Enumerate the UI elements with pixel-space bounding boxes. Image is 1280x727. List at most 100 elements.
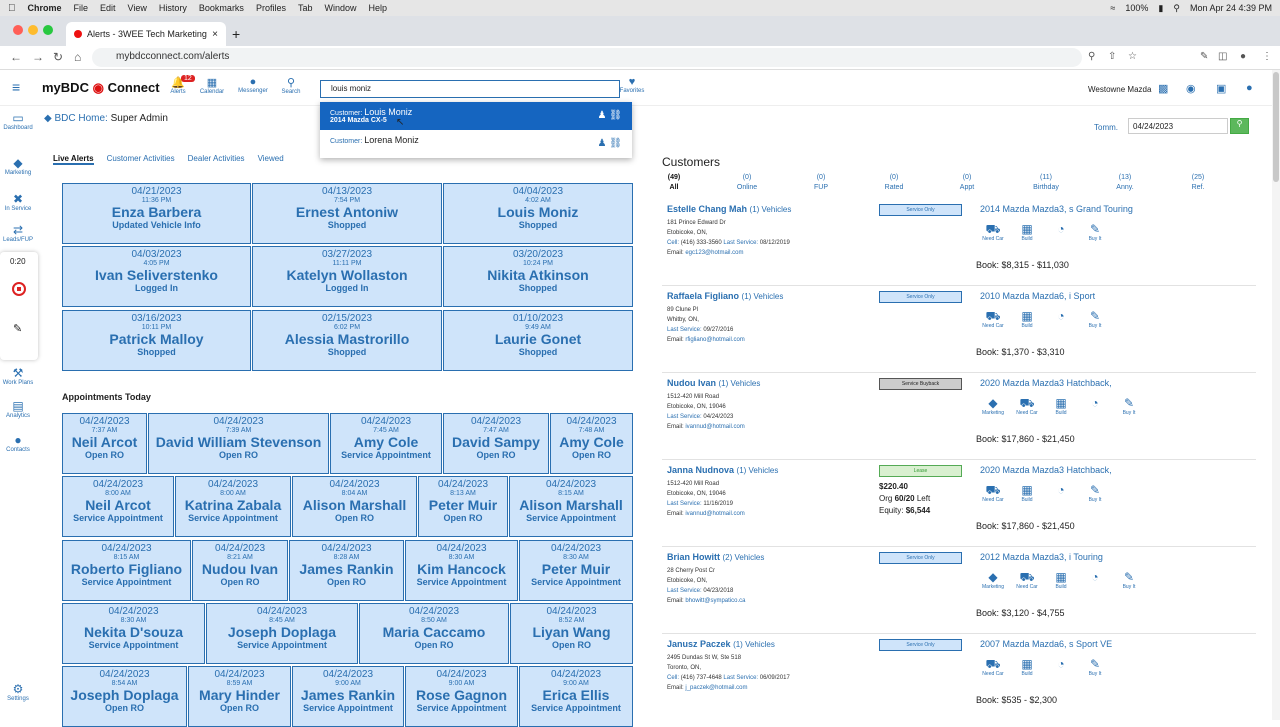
buy-it-button[interactable]: ✎ Buy It: [1082, 222, 1108, 242]
battery-icon[interactable]: ▮: [1158, 2, 1164, 13]
appointment-card[interactable]: 04/24/2023 8:04 AM Alison Marshall Open RO: [292, 476, 417, 537]
need-car-button[interactable]: ⛟ Need Car: [1014, 570, 1040, 590]
new-tab-button[interactable]: +: [232, 26, 241, 42]
date-input[interactable]: 04/24/2023: [1128, 118, 1228, 134]
vehicle-link[interactable]: 2010 Mazda Mazda6, i Sport: [980, 291, 1096, 301]
buy-it-button[interactable]: ✎ Buy It: [1116, 396, 1142, 416]
alert-card[interactable]: 03/27/2023 11:11 PM Katelyn Wollaston Logge…: [252, 246, 442, 307]
dealer-name[interactable]: Westowne Mazda: [1088, 85, 1152, 94]
pen-icon[interactable]: ✎: [13, 323, 23, 335]
menu-window[interactable]: Window: [316, 3, 356, 13]
appointment-card[interactable]: 04/24/2023 8:00 AM Katrina Zabala Service A…: [175, 476, 291, 537]
appointment-card[interactable]: 04/24/2023 8:59 AM Mary Hinder Open RO: [188, 666, 291, 727]
customer-name-link[interactable]: Nudou Ivan (1) Vehicles: [667, 378, 760, 388]
appraisal-button[interactable]: ◔: [1082, 570, 1108, 590]
calendar-button[interactable]: ▦ Calendar: [192, 76, 232, 95]
customer-name-link[interactable]: Estelle Chang Mah (1) Vehicles: [667, 204, 791, 214]
sidepanel-icon[interactable]: ◫: [1218, 51, 1228, 62]
browser-tab[interactable]: Alerts - 3WEE Tech Marketing ×: [66, 22, 226, 46]
users-icon[interactable]: ◉: [1186, 83, 1196, 95]
menu-help[interactable]: Help: [360, 3, 387, 13]
minimize-window-button[interactable]: [28, 25, 38, 35]
sidebar-item-leads[interactable]: ⇄ Leads/FUP: [0, 223, 36, 243]
alert-card[interactable]: 01/10/2023 9:49 AM Laurie Gonet Shopped: [443, 310, 633, 371]
alert-card[interactable]: 03/16/2023 10:11 PM Patrick Malloy Shopped: [62, 310, 251, 371]
messenger-button[interactable]: ● Messenger: [233, 76, 273, 94]
customer-tab-appt[interactable]: (0) Appt: [937, 173, 997, 193]
vehicle-link[interactable]: 2012 Mazda Mazda3, i Touring: [980, 552, 1103, 562]
appointment-card[interactable]: 04/24/2023 7:39 AM David William Stevenson…: [148, 413, 329, 474]
user-avatar[interactable]: ●: [1246, 82, 1253, 94]
tab-customer-activities[interactable]: Customer Activities: [106, 154, 175, 163]
vehicle-link[interactable]: 2007 Mazda Mazda6, s Sport VE: [980, 639, 1113, 649]
menu-view[interactable]: View: [120, 3, 147, 13]
alert-card[interactable]: 04/03/2023 4:05 PM Ivan Seliverstenko Logge…: [62, 246, 251, 307]
menu-profiles[interactable]: Profiles: [248, 3, 286, 13]
sidebar-item-analytics[interactable]: ▤ Analytics: [0, 399, 36, 419]
appraisal-button[interactable]: ◔: [1048, 222, 1074, 242]
appointment-card[interactable]: 04/24/2023 8:15 AM Roberto Figliano Service…: [62, 540, 191, 601]
close-window-button[interactable]: [13, 25, 23, 35]
marketing-button[interactable]: ◆ Marketing: [980, 570, 1006, 590]
appointment-card[interactable]: 04/24/2023 8:21 AM Nudou Ivan Open RO: [192, 540, 288, 601]
date-search-button[interactable]: ⚲: [1230, 118, 1249, 134]
buy-it-button[interactable]: ✎ Buy It: [1116, 570, 1142, 590]
search-nav-button[interactable]: ⚲ Search: [271, 76, 311, 95]
appraisal-button[interactable]: ◔: [1048, 483, 1074, 503]
vehicle-link[interactable]: 2014 Mazda Mazda3, s Grand Touring: [980, 204, 1133, 214]
reload-icon[interactable]: ↻: [53, 50, 64, 64]
app-logo[interactable]: myBDC ◉ Connect: [42, 80, 160, 96]
customer-name-link[interactable]: Janna Nudnova (1) Vehicles: [667, 465, 778, 475]
menu-history[interactable]: History: [151, 3, 187, 13]
build-button[interactable]: ▦ Build: [1014, 657, 1040, 677]
alert-card[interactable]: 04/13/2023 7:54 PM Ernest Antoniw Shopped: [252, 183, 442, 244]
search-result-item[interactable]: Customer: Lorena Moniz ♟ ⛓: [320, 130, 632, 158]
buy-it-button[interactable]: ✎ Buy It: [1082, 309, 1108, 329]
customer-tab-birthday[interactable]: (11) Birthday: [1016, 173, 1076, 193]
search-icon[interactable]: ⚲: [1173, 2, 1180, 13]
forward-icon[interactable]: →: [32, 50, 44, 64]
alert-card[interactable]: 03/20/2023 10:24 PM Nikita Atkinson Shopped: [443, 246, 633, 307]
apps-grid-icon[interactable]: ≡: [12, 79, 21, 95]
appointment-card[interactable]: 04/24/2023 9:00 AM James Rankin Service App…: [292, 666, 404, 727]
appointment-card[interactable]: 04/24/2023 8:30 AM Kim Hancock Service Appo…: [405, 540, 518, 601]
scrollbar-thumb[interactable]: [1273, 72, 1279, 182]
appointment-card[interactable]: 04/24/2023 7:48 AM Amy Cole Open RO: [550, 413, 633, 474]
datetime[interactable]: Mon Apr 24 4:39 PM: [1189, 3, 1272, 13]
share-icon[interactable]: ⇧: [1108, 51, 1117, 62]
bdc-home-label[interactable]: BDC Home:: [54, 113, 108, 124]
extensions-icon[interactable]: ✎: [1200, 51, 1209, 62]
profile-avatar[interactable]: ●: [1240, 51, 1247, 62]
appointment-card[interactable]: 04/24/2023 8:30 AM Nekita D'souza Service A…: [62, 603, 205, 664]
back-icon[interactable]: ←: [10, 50, 22, 64]
zoom-window-button[interactable]: [43, 25, 53, 35]
email-link[interactable]: j_paczek@hotmail.com: [685, 685, 748, 691]
appraisal-button[interactable]: ◔: [1082, 396, 1108, 416]
appointment-card[interactable]: 04/24/2023 8:15 AM Alison Marshall Service …: [509, 476, 633, 537]
appointment-card[interactable]: 04/24/2023 8:13 AM Peter Muir Open RO: [418, 476, 508, 537]
search-result-item[interactable]: Customer: Louis Moniz 2014 Mazda CX-5 ♟ …: [320, 102, 632, 130]
buy-it-button[interactable]: ✎ Buy It: [1082, 483, 1108, 503]
need-car-button[interactable]: ⛟ Need Car: [980, 483, 1006, 503]
customer-tab-all[interactable]: (49) All: [644, 173, 704, 193]
h-icon[interactable]: ▣: [1216, 83, 1227, 95]
sidebar-item-work-plans[interactable]: ⚒ Work Plans: [0, 366, 36, 386]
need-car-button[interactable]: ⛟ Need Car: [1014, 396, 1040, 416]
email-link[interactable]: egc123@hotmail.com: [685, 250, 744, 256]
menu-bookmarks[interactable]: Bookmarks: [191, 3, 244, 13]
email-link[interactable]: ivannud@hotmail.com: [685, 511, 745, 517]
customer-tab-fup[interactable]: (0) FUP: [791, 173, 851, 193]
email-link[interactable]: bhowitt@sympatico.ca: [685, 598, 746, 604]
wifi-icon[interactable]: ≈: [1110, 3, 1116, 13]
customer-search-input[interactable]: louis moniz: [320, 80, 620, 98]
close-tab-icon[interactable]: ×: [212, 28, 218, 40]
appointment-card[interactable]: 04/24/2023 9:00 AM Rose Gagnon Service Appo…: [405, 666, 518, 727]
customer-tab-ref[interactable]: (25) Ref.: [1168, 173, 1228, 193]
build-button[interactable]: ▦ Build: [1014, 483, 1040, 503]
appointment-card[interactable]: 04/24/2023 9:00 AM Erica Ellis Service Appo…: [519, 666, 633, 727]
tab-live-alerts[interactable]: Live Alerts: [53, 154, 94, 165]
battery-percent[interactable]: 100%: [1125, 3, 1149, 13]
menu-app-name[interactable]: Chrome: [20, 3, 62, 13]
marketing-button[interactable]: ◆ Marketing: [980, 396, 1006, 416]
need-car-button[interactable]: ⛟ Need Car: [980, 222, 1006, 242]
